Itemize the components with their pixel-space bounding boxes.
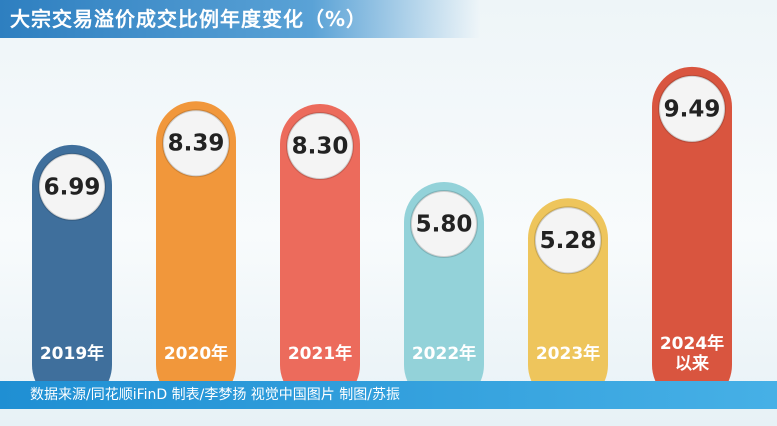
category-label: 2023年	[535, 344, 601, 364]
value-label: 8.30	[292, 134, 349, 160]
value-badge	[38, 152, 106, 221]
value-label: 8.39	[168, 131, 225, 157]
chart-title: 大宗交易溢价成交比例年度变化（%）	[0, 0, 480, 38]
bar	[652, 66, 732, 406]
category-label: 2022年	[411, 344, 477, 364]
value-label: 5.28	[540, 228, 597, 254]
source-note: 数据来源/同花顺iFinD 制表/李梦扬 视觉中国图片 制图/苏振	[0, 381, 777, 409]
value-label: 5.80	[416, 212, 473, 238]
category-label: 2021年	[287, 344, 353, 364]
bar	[280, 104, 360, 405]
category-label: 2019年	[39, 344, 105, 364]
category-label: 2020年	[163, 344, 229, 364]
value-label: 6.99	[44, 174, 101, 200]
value-label: 9.49	[664, 96, 721, 122]
value-badge	[658, 74, 726, 143]
value-badge	[286, 112, 354, 181]
category-label: 2024年 以来	[659, 334, 725, 374]
value-badge	[162, 109, 230, 178]
value-badge	[410, 190, 478, 259]
value-badge	[534, 206, 602, 275]
bar	[156, 101, 236, 406]
